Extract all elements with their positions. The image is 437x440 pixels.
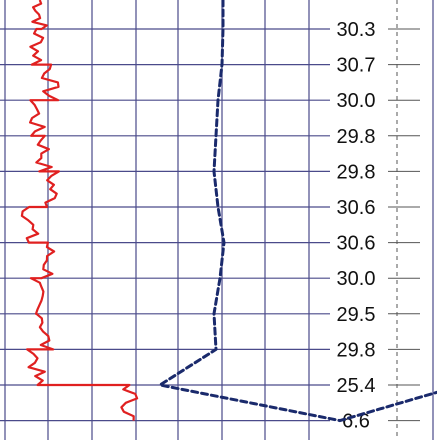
depth-label: 29.8 [337,126,376,148]
depth-label: 30.6 [337,233,376,255]
series-red-line [20,0,139,421]
depth-label: 29.8 [337,161,376,183]
depth-label: 30.0 [337,268,376,290]
depth-label: 30.3 [337,19,376,41]
depth-label: 29.8 [337,339,376,361]
series-blue-dashed-line [158,0,437,423]
depth-label: 30.7 [337,55,376,77]
series-layer [20,0,437,423]
depth-label: 6.6 [342,411,370,433]
depth-label: 25.4 [337,375,376,397]
depth-label: 29.5 [337,304,376,326]
depth-label: 30.0 [337,90,376,112]
depth-label: 30.6 [337,197,376,219]
depth-labels: 30.3 30.7 30.0 29.8 29.8 30.6 30.6 30.0 29.5 29.8… [337,19,376,433]
